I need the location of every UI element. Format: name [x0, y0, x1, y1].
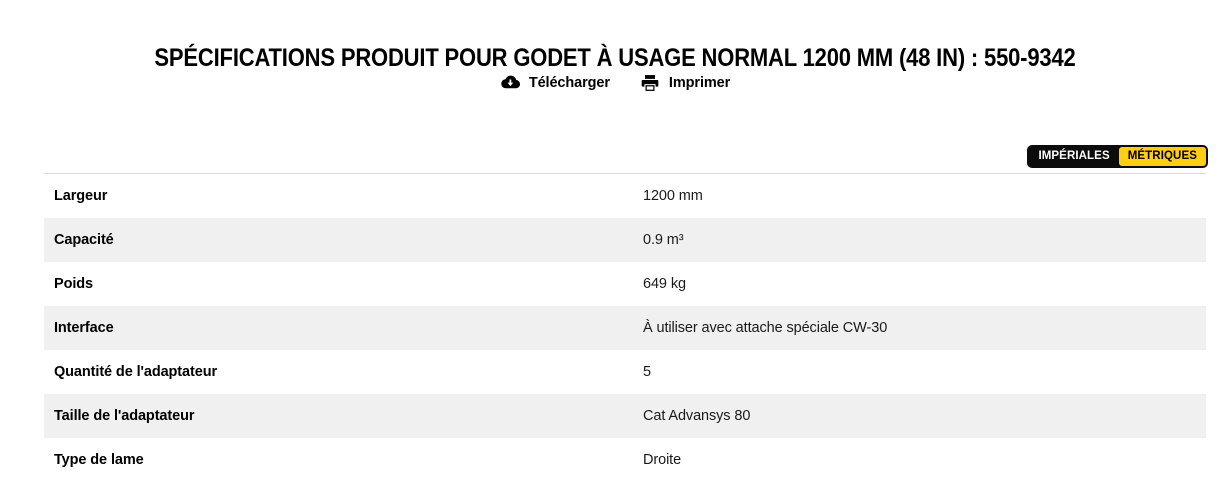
spec-label: Largeur — [54, 188, 108, 204]
page-title: SPÉCIFICATIONS PRODUIT POUR GODET À USAG… — [154, 43, 1076, 72]
table-row: Capacité 0.9 m³ — [44, 218, 1206, 262]
print-button[interactable]: Imprimer — [640, 72, 730, 93]
table-row: Type de lame Droite — [44, 438, 1206, 482]
specifications-table: Largeur 1200 mm Capacité 0.9 m³ Poids 64… — [44, 173, 1206, 482]
spec-label: Quantité de l'adaptateur — [54, 364, 217, 380]
spec-label: Capacité — [54, 232, 114, 248]
spec-label: Interface — [54, 320, 114, 336]
spec-value: Cat Advansys 80 — [643, 408, 751, 424]
table-row: Poids 649 kg — [44, 262, 1206, 306]
spec-value: Droite — [643, 452, 682, 468]
header-actions: Télécharger Imprimer — [0, 72, 1230, 93]
unit-toggle-metric[interactable]: MÉTRIQUES — [1118, 147, 1206, 166]
unit-toggle-imperial[interactable]: IMPÉRIALES — [1029, 147, 1119, 166]
print-label: Imprimer — [668, 74, 731, 91]
spec-value: 5 — [643, 364, 651, 380]
spec-label: Taille de l'adaptateur — [54, 408, 195, 424]
spec-value: 1200 mm — [643, 188, 703, 204]
table-row: Largeur 1200 mm — [44, 174, 1206, 218]
spec-label: Type de lame — [54, 452, 144, 468]
printer-icon — [640, 72, 661, 93]
table-row: Interface À utiliser avec attache spécia… — [44, 306, 1206, 350]
download-button[interactable]: Télécharger — [500, 72, 610, 93]
table-row: Quantité de l'adaptateur 5 — [44, 350, 1206, 394]
cloud-download-icon — [500, 72, 521, 93]
table-row: Taille de l'adaptateur Cat Advansys 80 — [44, 394, 1206, 438]
spec-value: À utiliser avec attache spéciale CW-30 — [643, 320, 888, 336]
spec-value: 649 kg — [643, 276, 686, 292]
unit-system-toggle[interactable]: IMPÉRIALES MÉTRIQUES — [1027, 145, 1208, 168]
spec-value: 0.9 m³ — [643, 232, 684, 248]
spec-label: Poids — [54, 276, 93, 292]
download-label: Télécharger — [528, 74, 610, 91]
